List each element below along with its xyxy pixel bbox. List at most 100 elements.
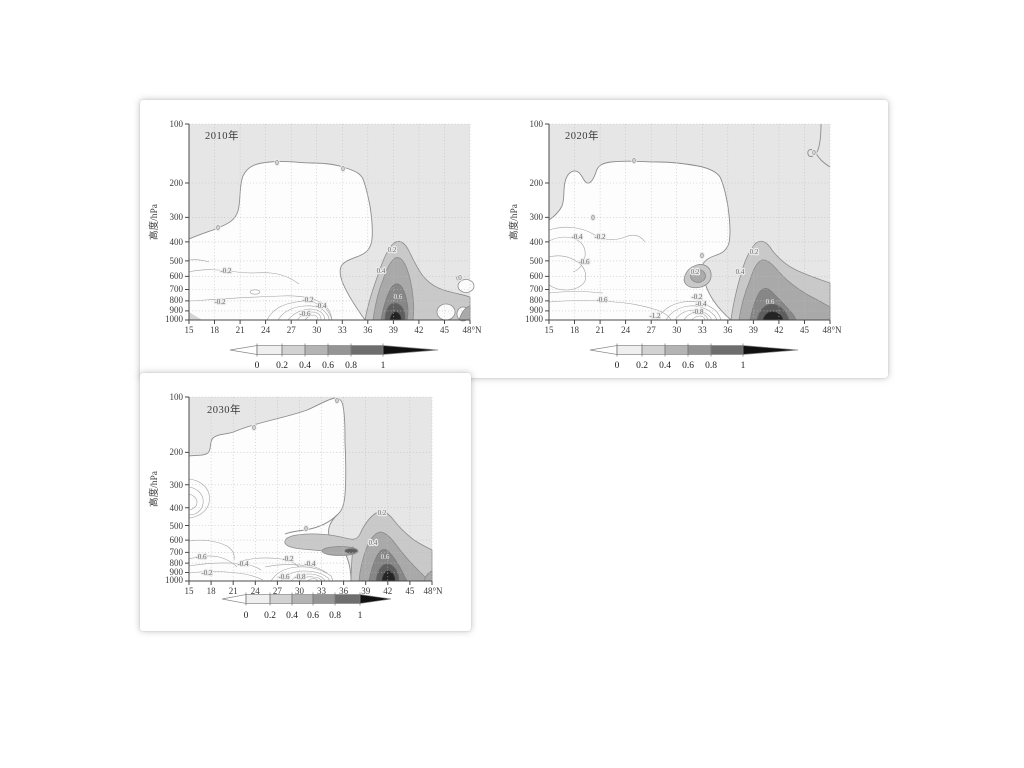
- colorbar-label: 1: [358, 611, 363, 621]
- x-tick-label: 18: [570, 325, 580, 335]
- contour-label: 0: [275, 159, 279, 167]
- y-tick-label: 200: [170, 178, 184, 188]
- x-tick-label: 21: [236, 325, 245, 335]
- y-tick-label: 800: [530, 295, 544, 305]
- colorbar-label: 1: [741, 361, 746, 371]
- colorbar-label: 0.8: [329, 611, 341, 621]
- negative-contour-lines: [188, 478, 334, 582]
- contour-label: 0: [252, 424, 256, 432]
- x-tick-label: 36: [723, 325, 733, 335]
- y-tick-label: 100: [170, 119, 184, 129]
- contour-label: 0.6: [394, 293, 403, 301]
- x-tick-label: 24: [251, 586, 260, 596]
- x-tick-label: 36: [363, 325, 373, 335]
- y-tick-label: 500: [530, 256, 544, 266]
- contour-label: -0.4: [695, 300, 707, 308]
- colorbar: 0 0.2 0.4 0.6 0.8 1: [221, 592, 392, 621]
- contour-label: -0.2: [282, 555, 294, 563]
- contour-label: 0: [341, 165, 345, 173]
- x-tick-label: 27: [273, 586, 283, 596]
- y-axis-label: 高度/hPa: [148, 470, 160, 507]
- colorbar-label: 0.4: [299, 361, 311, 371]
- x-tick-labels: 15 18 21 24 27 30 33 36 39 42 45 48°N: [545, 325, 843, 335]
- contour-label: -0.2: [691, 293, 703, 301]
- contour-label: -0.6: [299, 310, 311, 318]
- contour-label: 0: [632, 157, 636, 165]
- contour-label: 0.6: [381, 553, 390, 561]
- contour-fill-1: [762, 311, 784, 321]
- x-tick-label: 15: [545, 325, 555, 335]
- colorbar-label: 0.8: [705, 361, 717, 371]
- contour-fill-1: [389, 311, 402, 321]
- x-tick-label: 33: [698, 325, 708, 335]
- contour-label: -0.2: [302, 296, 314, 304]
- contour-label: -0.6: [195, 553, 207, 561]
- figure-card-top: 0 0 0 -0.2 -0.2 -0.2 -0.4 -0.6 0.2 0.4 0…: [140, 100, 888, 378]
- contour-label: -0.2: [201, 569, 213, 577]
- contour-label: 0.2: [691, 268, 700, 276]
- x-tick-label: 45: [440, 325, 450, 335]
- x-tick-label: 36: [339, 586, 349, 596]
- contour-label: 0: [458, 274, 462, 282]
- colorbar-label: 0.2: [636, 361, 648, 371]
- colorbar: 0 0.2 0.4 0.6 0.8 1: [229, 343, 439, 371]
- contour-label: 0.2: [378, 509, 387, 517]
- x-tick-label: 18: [210, 325, 220, 335]
- x-tick-label: 24: [621, 325, 631, 335]
- contour-panel-2030: 0 0 0 0.2 0.4 0.6 -0.6 -0.4 -0.2 -0.2 -0…: [148, 392, 443, 621]
- corner-fill-0.4: [458, 305, 471, 321]
- x-tick-label: 39: [361, 586, 371, 596]
- contour-label: -0.2: [220, 267, 232, 275]
- x-tick-label: 15: [185, 586, 195, 596]
- contour-labels: 0 0 0 0 -0.4 -0.2 -0.6 -0.6 -1.2 -0.2 -0…: [570, 148, 817, 321]
- colorbar-label: 0.2: [276, 361, 288, 371]
- x-tick-label: 33: [338, 325, 348, 335]
- colorbar-label: 0: [244, 611, 249, 621]
- contour-label: -0.6: [596, 296, 608, 304]
- x-tick-label: 21: [596, 325, 605, 335]
- contour-label: -0.4: [237, 560, 249, 568]
- contour-label: -0.4: [571, 233, 583, 241]
- y-tick-label: 1000: [525, 314, 544, 324]
- contour-label: -1.2: [649, 312, 661, 320]
- y-tick-label: 800: [170, 558, 184, 568]
- colorbar-label: 0.6: [307, 611, 319, 621]
- contour-label: -0.8: [294, 573, 306, 581]
- contour-label: -0.4: [304, 560, 316, 568]
- contour-label: 0.4: [736, 268, 745, 276]
- x-tick-label: 45: [800, 325, 810, 335]
- contour-label: 0.4: [369, 539, 378, 547]
- y-tick-label: 1000: [165, 575, 184, 585]
- y-tick-label: 900: [170, 567, 184, 577]
- colorbar-label: 0.4: [659, 361, 671, 371]
- x-tick-label: 33: [317, 586, 327, 596]
- zero-contour-top-right: [807, 123, 831, 168]
- y-tick-label: 800: [170, 295, 184, 305]
- x-tick-label: 39: [389, 325, 399, 335]
- colorbar: 0 0.2 0.4 0.6 0.8 1: [589, 343, 799, 371]
- y-tick-label: 400: [170, 503, 184, 513]
- y-tick-label: 400: [530, 237, 544, 247]
- x-tick-label: 42: [383, 586, 392, 596]
- y-tick-labels: 100 200 300 400 500 600 700 800 900 1000: [165, 119, 184, 324]
- y-tick-label: 700: [530, 284, 544, 294]
- colorbar-label: 0: [255, 361, 260, 371]
- contour-label: 0: [591, 214, 595, 222]
- axis-ticks: [545, 123, 831, 324]
- contour-label: 0: [304, 525, 308, 533]
- contour-label: -0.6: [578, 258, 590, 266]
- y-tick-label: 500: [170, 256, 184, 266]
- contour-fill-1: [381, 570, 396, 582]
- colorbar-label: 0.6: [322, 361, 334, 371]
- x-tick-label: 24: [261, 325, 271, 335]
- contour-label: 0.2: [750, 248, 759, 256]
- colorbar-label: 0.8: [345, 361, 357, 371]
- x-tick-label: 42: [414, 325, 423, 335]
- colorbar-label: 0.2: [264, 611, 276, 621]
- contour-label: 0: [700, 252, 704, 260]
- x-tick-label: 30: [312, 325, 322, 335]
- contour-label: -0.4: [315, 302, 327, 310]
- colorbar-label: 0.4: [286, 611, 298, 621]
- x-tick-labels: 15 18 21 24 27 30 33 36 39 42 45 48°N: [185, 325, 483, 335]
- y-tick-label: 200: [170, 447, 184, 457]
